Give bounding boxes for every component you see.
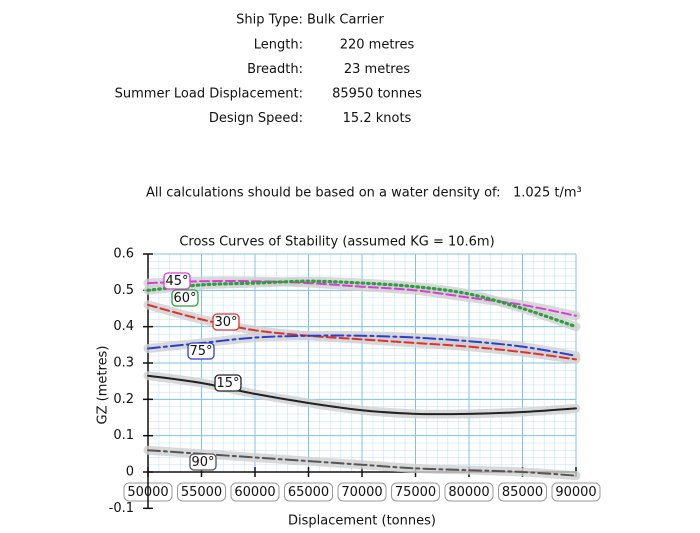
y-tick-label: 0.3 xyxy=(113,356,134,371)
y-tick-label: 0.1 xyxy=(113,428,134,443)
y-tick-label: 0 xyxy=(126,465,134,480)
ship-type: Ship Type: Bulk Carrier xyxy=(236,13,384,28)
curve-label: 30° xyxy=(214,315,237,330)
y-tick-label: 0.4 xyxy=(113,319,134,334)
y-tick-label: -0.1 xyxy=(109,501,134,516)
y-axis-label: GZ (metres) xyxy=(96,346,111,425)
density-label: All calculations should be based on a wa… xyxy=(146,186,501,201)
curve xyxy=(147,449,577,477)
x-tick-label: 90000 xyxy=(555,485,596,500)
y-tick-label: 0.6 xyxy=(113,247,134,262)
detail-value: 15.2 knots xyxy=(343,111,412,126)
x-tick-box xyxy=(284,482,333,502)
detail-value: 85950 tonnes xyxy=(332,87,422,102)
curve xyxy=(147,334,577,357)
curve-label: 60° xyxy=(173,291,196,306)
curve-label: 45° xyxy=(165,274,188,289)
curve-label-box xyxy=(189,453,217,471)
x-tick-label: 60000 xyxy=(234,485,275,500)
detail-label: Length: xyxy=(254,38,303,53)
chart-title: Cross Curves of Stability (assumed KG = … xyxy=(179,235,494,250)
x-axis-label: Displacement (tonnes) xyxy=(288,514,436,529)
density-value: 1.025 t/m³ xyxy=(513,186,582,201)
x-tick-label: 85000 xyxy=(502,485,543,500)
detail-value: 23 metres xyxy=(344,62,410,77)
x-tick-box xyxy=(551,482,601,502)
detail-label: Design Speed: xyxy=(209,111,303,126)
curve xyxy=(147,280,577,317)
curve-label-box xyxy=(214,374,242,392)
curve-label-box xyxy=(171,289,199,307)
curve xyxy=(146,279,578,329)
detail-label: Breadth: xyxy=(247,62,303,77)
x-tick-box xyxy=(230,482,280,502)
curve-label: 15° xyxy=(216,376,239,391)
x-tick-box xyxy=(337,482,387,502)
x-tick-label: 75000 xyxy=(395,485,436,500)
x-tick-box xyxy=(391,482,440,502)
curve-label: 75° xyxy=(189,344,212,359)
curve-label-box xyxy=(212,313,240,331)
x-tick-label: 70000 xyxy=(341,485,382,500)
detail-value: 220 metres xyxy=(340,38,415,53)
x-tick-box xyxy=(498,482,547,502)
x-tick-box xyxy=(177,482,226,502)
y-tick-label: 0.2 xyxy=(113,392,134,407)
curve-label-box xyxy=(187,342,215,360)
curve-label-box xyxy=(163,272,191,290)
y-tick-label: 0.5 xyxy=(113,283,134,298)
detail-label: Summer Load Displacement: xyxy=(115,87,303,102)
x-tick-box xyxy=(444,482,494,502)
curve-label: 90° xyxy=(191,455,214,470)
x-tick-label: 80000 xyxy=(448,485,489,500)
x-tick-label: 55000 xyxy=(181,485,222,500)
x-tick-label: 65000 xyxy=(288,485,329,500)
